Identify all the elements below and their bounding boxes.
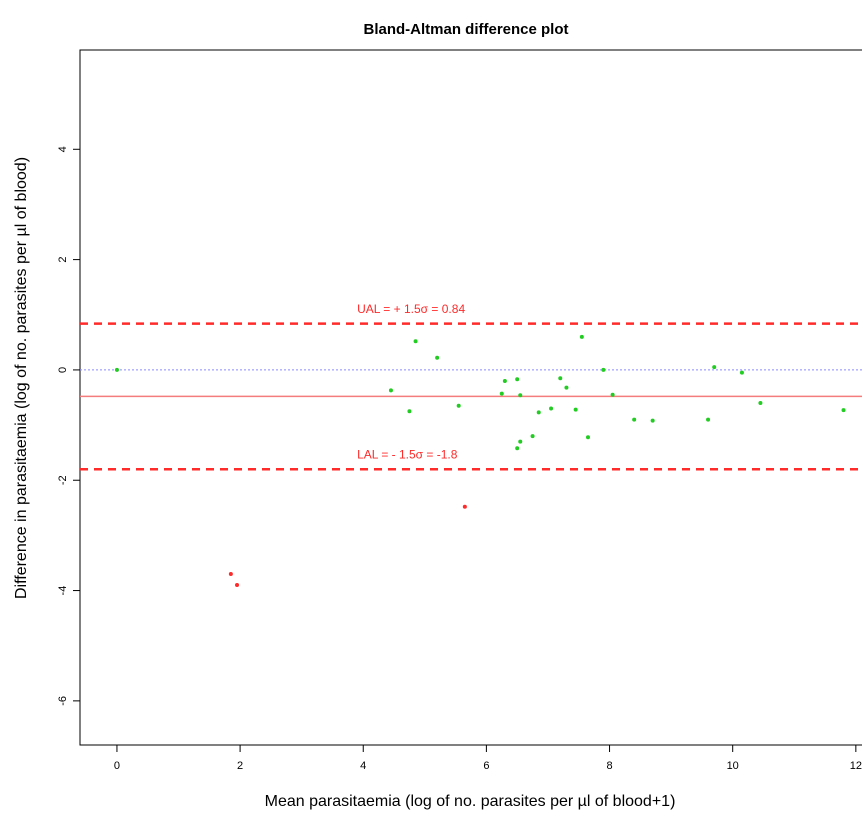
data-point xyxy=(499,391,504,396)
x-tick-label: 12 xyxy=(850,760,862,772)
chart-title: Bland-Altman difference plot xyxy=(363,21,568,38)
data-point xyxy=(413,339,418,344)
plot-area: 0 2 4 6 8 10 12 -6 -4 -2 0 2 4 UAL = + 1.5σ = 0.84 LAL… xyxy=(57,49,862,772)
x-tick-label: 6 xyxy=(483,760,489,772)
data-point xyxy=(564,385,569,390)
x-tick-label: 0 xyxy=(114,760,120,772)
data-point xyxy=(228,572,233,577)
data-point xyxy=(536,410,541,415)
x-tick-label: 8 xyxy=(606,760,612,772)
data-point xyxy=(712,365,717,370)
data-point xyxy=(114,367,119,372)
data-point xyxy=(706,417,711,422)
data-point xyxy=(632,417,637,422)
data-point xyxy=(758,401,763,406)
data-point xyxy=(610,392,615,397)
x-tick-label: 2 xyxy=(237,760,243,772)
data-point xyxy=(456,403,461,408)
y-tick-label: -6 xyxy=(57,696,69,706)
y-tick-label: 2 xyxy=(57,257,69,263)
data-point xyxy=(573,407,578,412)
data-point xyxy=(462,504,467,509)
y-tick-label: 0 xyxy=(57,367,69,373)
x-tick-label: 10 xyxy=(727,760,739,772)
x-tick-label: 4 xyxy=(360,760,366,772)
y-tick-label: -4 xyxy=(57,586,69,596)
data-point xyxy=(502,378,507,383)
plot-frame xyxy=(79,49,862,746)
data-point xyxy=(435,355,440,360)
data-point xyxy=(530,434,535,439)
y-tick-label: -2 xyxy=(57,475,69,485)
limit-annotation: UAL = + 1.5σ = 0.84 xyxy=(357,302,465,316)
data-point xyxy=(601,367,606,372)
limit-annotation: LAL = - 1.5σ = -1.8 xyxy=(357,448,458,462)
data-point xyxy=(558,376,563,381)
data-point xyxy=(518,439,523,444)
data-point xyxy=(650,418,655,423)
data-point xyxy=(515,446,520,451)
data-point xyxy=(518,393,523,398)
y-tick-label: 4 xyxy=(57,146,69,152)
data-point xyxy=(579,334,584,339)
data-point xyxy=(515,377,520,382)
y-axis-label: Difference in parasitaemia (log of no. p… xyxy=(13,157,30,599)
x-axis-label: Mean parasitaemia (log of no. parasites … xyxy=(265,793,676,810)
data-point xyxy=(549,406,554,411)
data-point xyxy=(841,408,846,413)
data-point xyxy=(585,435,590,440)
data-point xyxy=(739,370,744,375)
data-point xyxy=(407,409,412,414)
data-point xyxy=(388,388,393,393)
data-point xyxy=(235,583,240,588)
